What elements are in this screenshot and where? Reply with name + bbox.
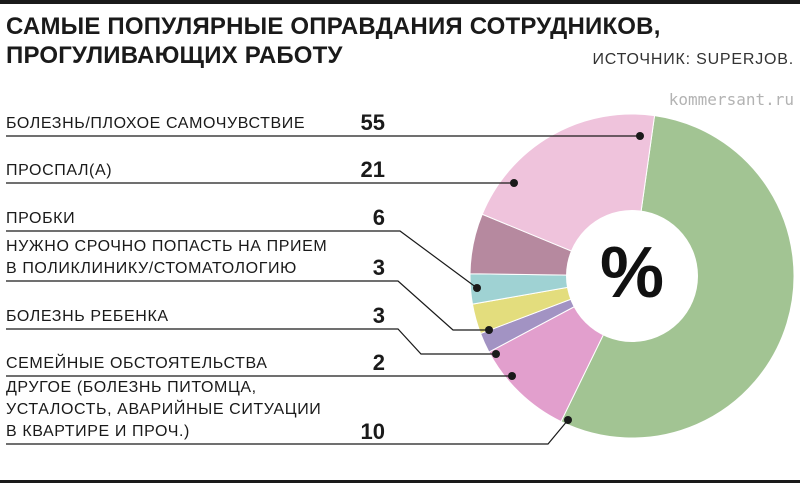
bottom-rule	[0, 480, 800, 483]
label-traffic: ПРОБКИ	[6, 208, 75, 230]
label-illness-line-1: БОЛЕЗНЬ/ПЛОХОЕ САМОЧУВСТВИЕ	[6, 115, 306, 132]
leader-line-sick-child	[6, 328, 496, 355]
label-overslept-line-1: ПРОСПАЛ(А)	[6, 162, 113, 179]
value-illness: 55	[360, 110, 385, 135]
label-clinic: НУЖНО СРОЧНО ПОПАСТЬ НА ПРИЕМ В ПОЛИКЛИН…	[6, 236, 327, 280]
source-note: ИСТОЧНИК: SUPERJOB.	[592, 51, 794, 68]
label-illness: БОЛЕЗНЬ/ПЛОХОЕ САМОЧУВСТВИЕ	[6, 113, 305, 135]
leader-line-other	[6, 419, 569, 445]
label-traffic-line-1: ПРОБКИ	[6, 210, 76, 227]
label-sick-child: БОЛЕЗНЬ РЕБЕНКА	[6, 306, 169, 328]
watermark: kommersant.ru	[668, 90, 794, 109]
leader-dot-family	[508, 372, 516, 380]
leader-dot-sick-child	[492, 350, 500, 358]
value-sick-child: 3	[372, 303, 385, 328]
leader-line-clinic	[6, 280, 489, 331]
chart-title: САМЫЕ ПОПУЛЯРНЫЕ ОПРАВДАНИЯ СОТРУДНИКОВ,…	[6, 12, 661, 70]
label-family-line-1: СЕМЕЙНЫЕ ОБСТОЯТЕЛЬСТВА	[6, 355, 268, 372]
leader-dot-clinic	[485, 326, 493, 334]
label-other-line-1: ДРУГОЕ (БОЛЕЗНЬ ПИТОМЦА,	[6, 379, 257, 396]
value-clinic: 3	[372, 255, 385, 280]
percent-center-label: %	[599, 233, 665, 313]
value-traffic: 6	[372, 205, 385, 230]
value-family: 2	[372, 350, 385, 375]
leader-lines	[6, 132, 644, 445]
leader-line-traffic	[6, 230, 478, 289]
label-clinic-line-1: НУЖНО СРОЧНО ПОПАСТЬ НА ПРИЕМ	[6, 238, 328, 255]
label-family: СЕМЕЙНЫЕ ОБСТОЯТЕЛЬСТВА	[6, 353, 268, 375]
title-line-2: ПРОГУЛИВАЮЩИХ РАБОТУ	[6, 42, 343, 69]
label-sick-child-line-1: БОЛЕЗНЬ РЕБЕНКА	[6, 308, 169, 325]
label-other-line-2: УСТАЛОСТЬ, АВАРИЙНЫЕ СИТУАЦИИ	[6, 401, 322, 418]
leader-dot-traffic	[473, 284, 481, 292]
title-line-1: САМЫЕ ПОПУЛЯРНЫЕ ОПРАВДАНИЯ СОТРУДНИКОВ,	[6, 13, 661, 40]
value-other: 10	[360, 419, 385, 444]
leader-dot-overslept	[510, 179, 518, 187]
top-rule	[0, 0, 800, 4]
label-other-line-3: В КВАРТИРЕ И ПРОЧ.)	[6, 423, 190, 440]
leader-dot-illness	[636, 132, 644, 140]
label-clinic-line-2: В ПОЛИКЛИНИКУ/СТОМАТОЛОГИЮ	[6, 260, 297, 277]
label-other: ДРУГОЕ (БОЛЕЗНЬ ПИТОМЦА, УСТАЛОСТЬ, АВАР…	[6, 377, 321, 443]
leader-dot-other	[564, 416, 572, 424]
value-overslept: 21	[360, 157, 385, 182]
label-overslept: ПРОСПАЛ(А)	[6, 160, 112, 182]
pie-center-hole	[566, 210, 698, 342]
